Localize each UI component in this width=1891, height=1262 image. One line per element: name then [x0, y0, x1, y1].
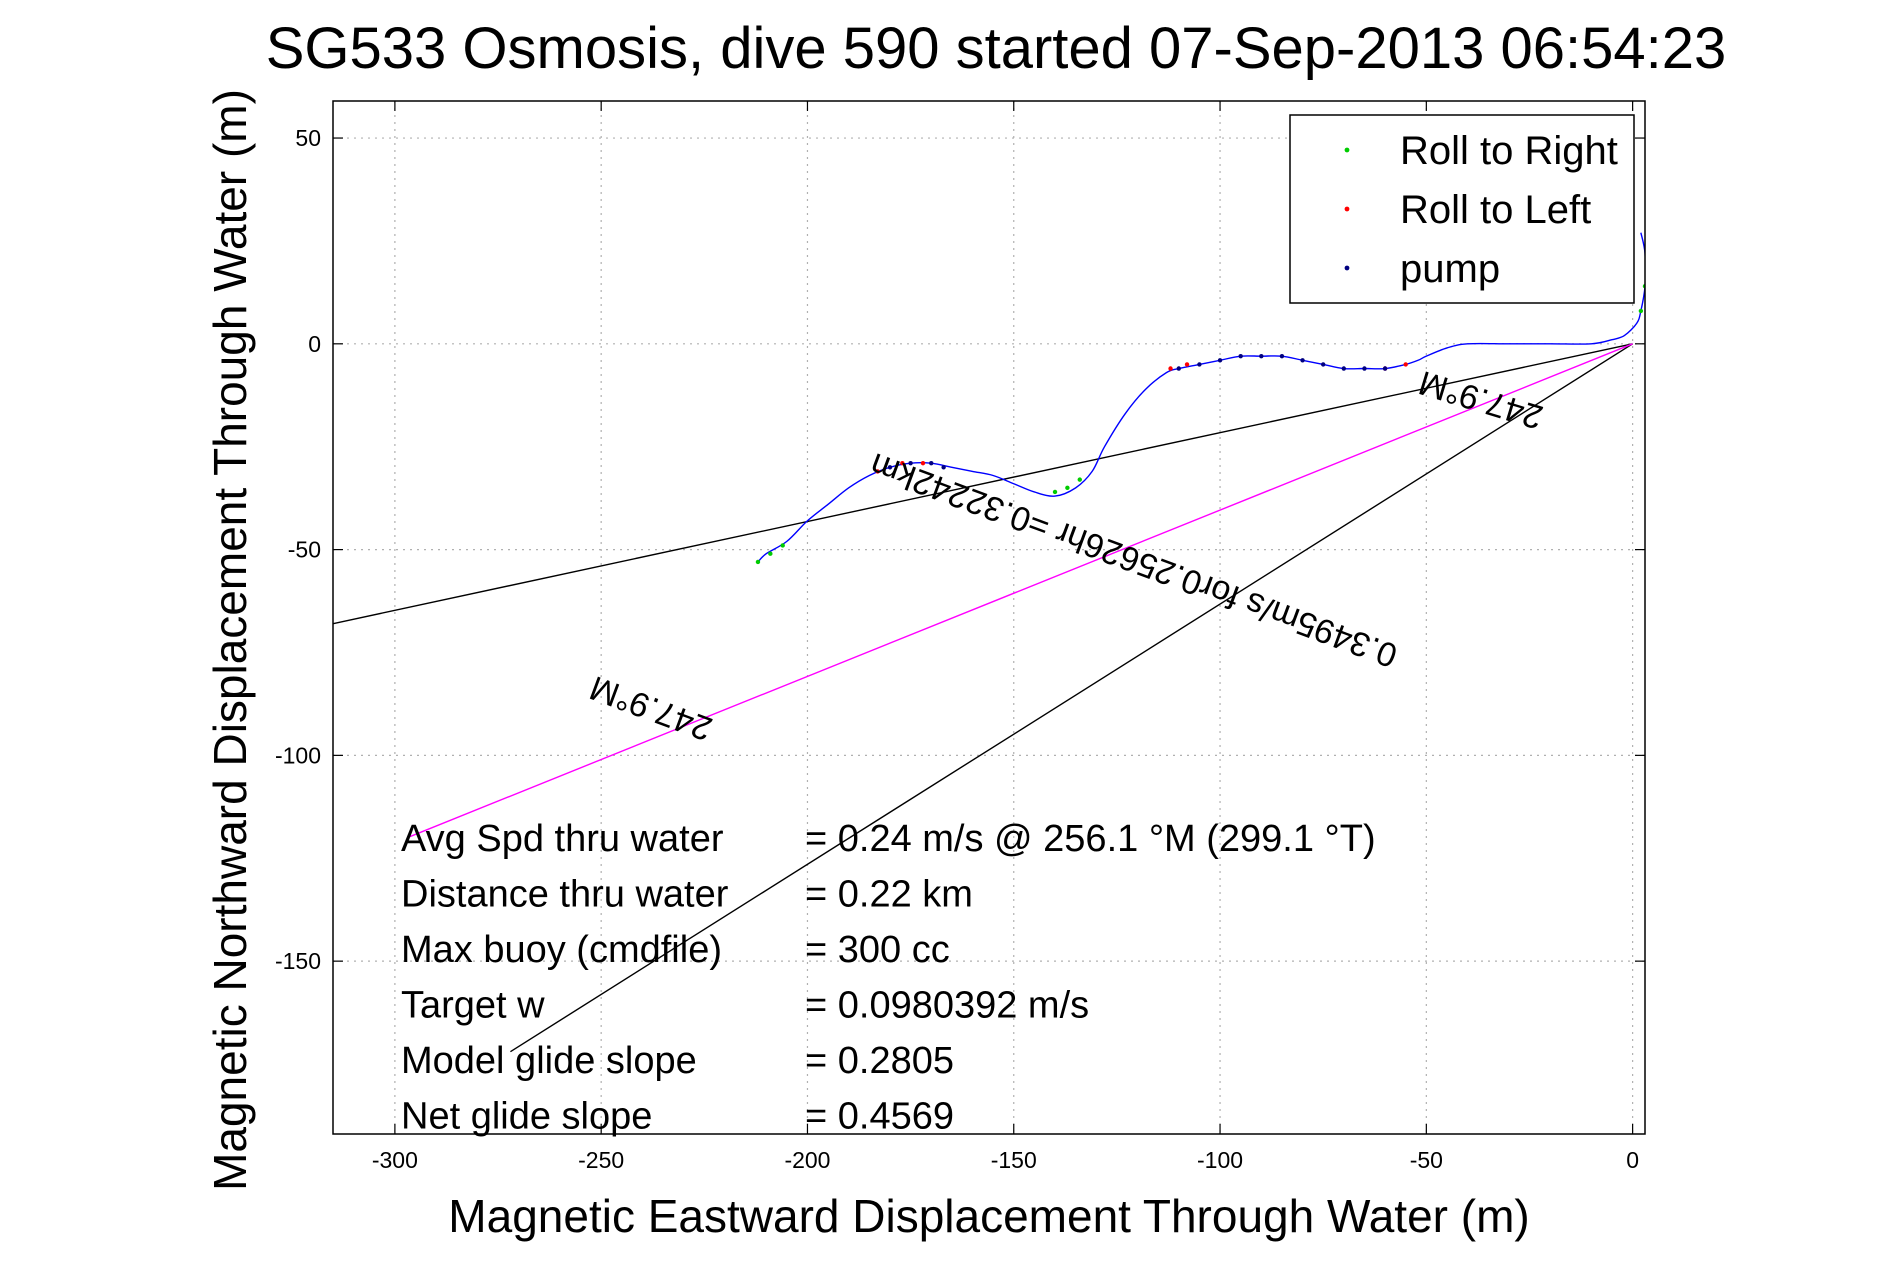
pump-point — [941, 465, 946, 470]
roll-right-point — [768, 551, 773, 556]
x-tick-label: -150 — [991, 1147, 1037, 1173]
roll-right-point — [755, 559, 761, 565]
x-tick-label: -50 — [1410, 1147, 1443, 1173]
legend-marker — [1344, 265, 1350, 271]
pump-point — [1320, 362, 1326, 367]
legend-label: Roll to Left — [1400, 188, 1591, 232]
roll-left-point — [1403, 362, 1408, 367]
pump-point — [1217, 358, 1223, 363]
stats-label: Avg Spd thru water — [401, 818, 724, 860]
plot-frame — [332, 100, 1646, 1135]
stats-value: = 0.24 m/s @ 256.1 °M (299.1 °T) — [805, 818, 1376, 860]
data-layer — [333, 232, 1645, 1053]
legend-box — [1289, 114, 1635, 304]
stats-label: Net glide slope — [401, 1096, 652, 1138]
pump-point — [1238, 353, 1243, 359]
stats-value: = 0.4569 — [805, 1096, 954, 1138]
roll-right-point — [1052, 489, 1058, 495]
legend-marker — [1344, 206, 1350, 212]
pump-point — [929, 460, 934, 466]
reference-line-1 — [510, 343, 1633, 1053]
axis-ticks: -300 -250 -200 -150 -100 -50 0 50 0 -50 -100 -150 — [275, 101, 1645, 1173]
pump-point — [1300, 358, 1305, 363]
roll-left-point — [1168, 366, 1173, 371]
stats-label: Distance thru water — [401, 874, 729, 916]
reference-line-2 — [407, 343, 1633, 839]
pump-point — [908, 460, 913, 466]
stats-value: = 300 cc — [805, 929, 950, 971]
legend-marker — [1344, 147, 1350, 153]
roll-right-point — [780, 543, 785, 548]
roll-left-point — [900, 460, 905, 466]
y-tick-label: 50 — [295, 125, 321, 151]
pump-point — [1341, 366, 1347, 371]
legend: Roll to Right Roll to Left pump — [1289, 114, 1635, 304]
pump-point — [1362, 366, 1367, 371]
stats-label: Max buoy (cmdfile) — [401, 929, 722, 971]
legend-label: pump — [1400, 247, 1500, 291]
pump-point — [1176, 366, 1181, 371]
chart-title: SG533 Osmosis, dive 590 started 07-Sep-2… — [266, 16, 1727, 81]
stats-value: = 0.0980392 m/s — [805, 985, 1089, 1027]
legend-label: Roll to Right — [1400, 129, 1618, 173]
roll-left-point — [1184, 362, 1190, 367]
x-tick-label: -200 — [784, 1147, 830, 1173]
y-tick-label: 0 — [308, 331, 321, 357]
pump-point — [1382, 366, 1388, 371]
roll-left-point — [875, 469, 880, 474]
x-tick-label: -250 — [578, 1147, 624, 1173]
pump-point — [1197, 362, 1202, 367]
roll-left-point — [920, 460, 926, 466]
stats-value: = 0.22 km — [805, 874, 973, 916]
y-tick-label: -100 — [275, 742, 321, 768]
stats-label: Target w — [401, 985, 545, 1027]
x-tick-label: 0 — [1626, 1147, 1639, 1173]
pump-point — [1279, 353, 1285, 359]
stats-label: Model glide slope — [401, 1040, 697, 1082]
roll-right-point — [1065, 485, 1070, 491]
pump-point — [887, 465, 893, 470]
roll-right-point — [1077, 477, 1082, 482]
y-axis-label: Magnetic Northward Displacement Through … — [204, 89, 256, 1191]
stats-value: = 0.2805 — [805, 1040, 954, 1082]
x-tick-label: -100 — [1197, 1147, 1243, 1173]
stats-block: Avg Spd thru water = 0.24 m/s @ 256.1 °M … — [401, 818, 1376, 1138]
x-tick-label: -300 — [372, 1147, 418, 1173]
pump-point — [1259, 353, 1264, 359]
y-tick-label: -50 — [288, 537, 321, 563]
y-tick-label: -150 — [275, 948, 321, 974]
roll-right-point — [1638, 308, 1644, 314]
x-axis-label: Magnetic Eastward Displacement Through W… — [448, 1190, 1529, 1242]
reference-line-0 — [333, 343, 1633, 625]
